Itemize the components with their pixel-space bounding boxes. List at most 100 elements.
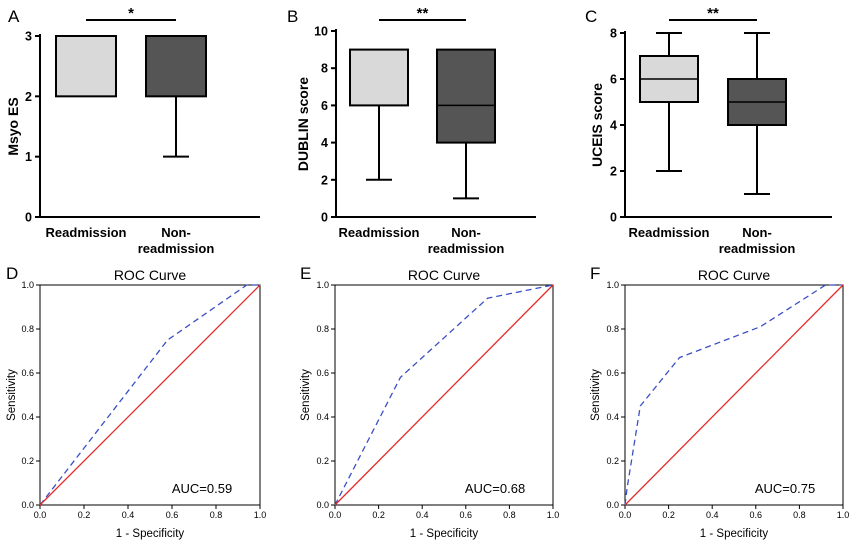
y-tick-label: 0.6 (606, 368, 619, 378)
y-tick-label: 0.0 (21, 500, 34, 510)
x-category-label: Readmission (46, 225, 127, 240)
x-tick-label: 0.4 (416, 510, 429, 520)
panel-label: B (287, 7, 298, 26)
box-2 (727, 32, 787, 195)
y-tick-label: 0.2 (316, 456, 329, 466)
x-category-label: Readmission (629, 225, 710, 240)
x-axis-label: 1 - Specificity (700, 528, 769, 540)
y-tick-label: 1.0 (606, 280, 619, 290)
chart-panel-c: C 0 2 4 6 8 UCEIS score Readmission Non-readmiss… (585, 5, 832, 256)
significance-marker: ** (707, 5, 719, 22)
panel-label: E (300, 264, 311, 283)
x-tick-label: 0.8 (503, 510, 516, 520)
significance-marker: * (128, 5, 134, 22)
y-axis-label: DUBLIN score (295, 77, 311, 171)
y-axis-label: Msyo ES (5, 97, 21, 155)
x-tick-label: 0.2 (78, 510, 91, 520)
x-tick-label: 0.0 (619, 510, 632, 520)
y-tick-label: 1.0 (316, 280, 329, 290)
box-2 (145, 35, 207, 158)
x-tick-label: 0.2 (662, 510, 675, 520)
y-tick-label: 3 (25, 30, 32, 44)
x-tick-label: 0.6 (166, 510, 179, 520)
x-tick-label: 0.4 (706, 510, 719, 520)
x-tick-label: 0.8 (210, 510, 223, 520)
y-tick-label: 0.4 (21, 412, 34, 422)
chart-title: ROC Curve (114, 267, 187, 283)
x-tick-label: 1.0 (547, 510, 560, 520)
plot-frame (624, 284, 844, 506)
y-tick-label: 1.0 (21, 280, 34, 290)
y-tick-label: 2 (610, 165, 617, 179)
box-body (349, 48, 409, 107)
x-category-label: Non-readmission (719, 225, 796, 256)
x-axis-label: 1 - Specificity (116, 528, 185, 540)
x-tick-label: 1.0 (837, 510, 850, 520)
x-category-label-line: Non- (451, 225, 481, 240)
y-axis-label: Sensitivity (6, 369, 18, 421)
chart-panel-d: D ROC Curve 0.00.0 0.2 0.2 0.4 0.4 0.6 0.6 0.8 0.8… (6, 264, 266, 540)
x-category-label-line: Non- (742, 225, 772, 240)
y-tick-label: 0.2 (21, 456, 34, 466)
x-category-label: Non-readmission (138, 225, 215, 256)
chart-title: ROC Curve (408, 267, 481, 283)
x-tick-label: 1.0 (254, 510, 267, 520)
chart-panel-a: A 0 1 2 3 Msyo ES Readmission Non-readmission * (5, 5, 260, 256)
x-tick-label: 0.4 (122, 510, 135, 520)
x-category-label: Non-readmission (428, 225, 505, 256)
panel-label: A (8, 7, 20, 26)
panel-label: C (585, 7, 597, 26)
box-2 (436, 48, 496, 200)
reference-diagonal-line (39, 284, 261, 506)
chart-panel-b: B 0 2 4 6 8 10 DUBLIN score Readmission Non-readm… (287, 5, 536, 256)
y-tick-label: 0.8 (316, 324, 329, 334)
box-1 (639, 32, 699, 172)
y-tick-label: 0 (321, 211, 328, 225)
panel-label: F (590, 264, 600, 283)
x-category-label-line: readmission (138, 241, 215, 256)
x-category-label-line: readmission (428, 241, 505, 256)
y-axis-label: Sensitivity (590, 369, 602, 421)
x-tick-label: 0.0 (329, 510, 342, 520)
y-tick-label: 8 (321, 62, 328, 76)
y-tick-label: 6 (321, 99, 328, 113)
x-tick-label: 0.8 (793, 510, 806, 520)
y-tick-label: 4 (321, 136, 328, 150)
y-axis-label: UCEIS score (589, 83, 605, 167)
y-tick-label: 0.6 (316, 368, 329, 378)
y-tick-label: 1 (25, 150, 32, 164)
y-tick-label: 8 (610, 27, 617, 41)
y-tick-label: 0.0 (606, 500, 619, 510)
x-tick-label: 0.0 (34, 510, 47, 520)
y-tick-label: 0.8 (21, 324, 34, 334)
box-body (55, 35, 117, 98)
x-tick-label: 0.6 (460, 510, 473, 520)
y-tick-label: 4 (610, 119, 617, 133)
box-body (145, 35, 207, 98)
x-category-label-line: readmission (719, 241, 796, 256)
plot-frame (39, 284, 261, 506)
auc-annotation: AUC=0.68 (465, 481, 525, 496)
significance-marker: ** (417, 5, 429, 22)
roc-curve-line (39, 284, 260, 506)
x-category-label-line: Readmission (629, 225, 710, 240)
y-tick-label: 0 (25, 211, 32, 225)
y-tick-label: 2 (321, 173, 328, 187)
roc-curve-line (624, 284, 843, 506)
auc-annotation: AUC=0.59 (172, 481, 232, 496)
chart-panel-e: E ROC Curve 0.00.0 0.2 0.2 0.4 0.4 0.6 0.6 0.8 0.8… (300, 264, 559, 540)
reference-diagonal-line (334, 284, 554, 506)
chart-title: ROC Curve (698, 267, 771, 283)
y-tick-label: 0.2 (606, 456, 619, 466)
auc-annotation: AUC=0.75 (755, 481, 815, 496)
panel-label: D (6, 264, 18, 283)
box-1 (55, 35, 117, 98)
x-tick-label: 0.2 (372, 510, 385, 520)
x-tick-label: 0.6 (750, 510, 763, 520)
x-category-label: Readmission (339, 225, 420, 240)
y-tick-label: 6 (610, 73, 617, 87)
y-tick-label: 10 (314, 25, 328, 39)
y-axis-label: Sensitivity (300, 369, 312, 421)
chart-panel-f: F ROC Curve 0.00.0 0.2 0.2 0.4 0.4 0.6 0.6 0.8 0.8… (590, 264, 849, 540)
